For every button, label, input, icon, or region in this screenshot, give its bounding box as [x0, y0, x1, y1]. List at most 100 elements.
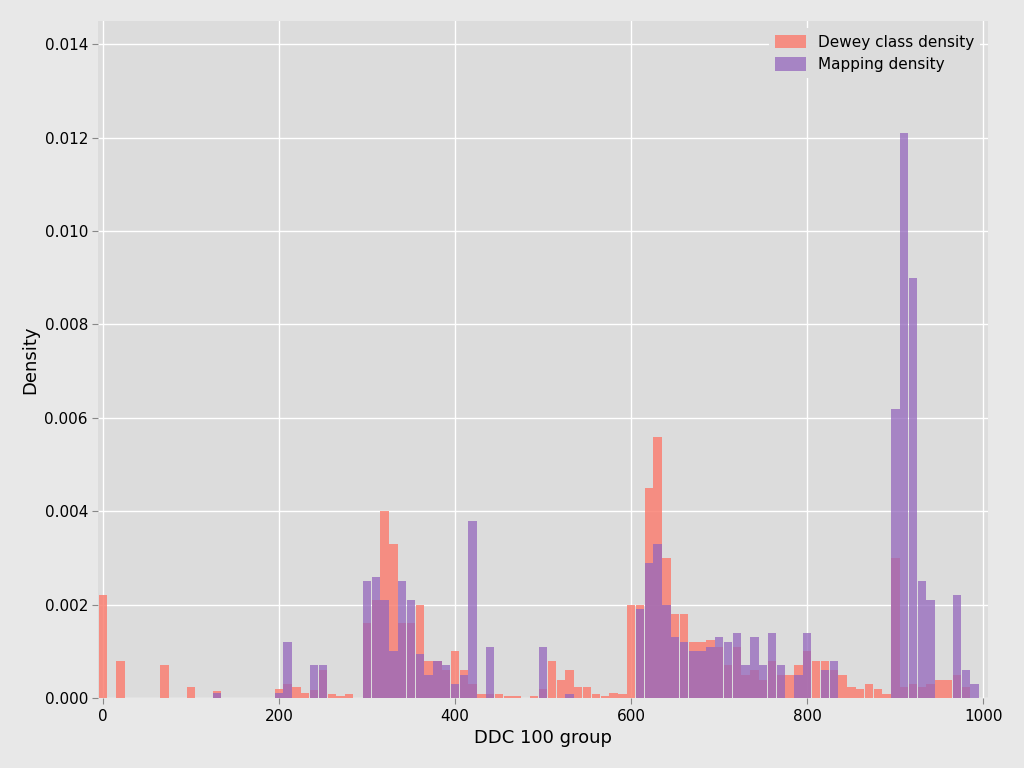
Bar	[803, 633, 811, 698]
Bar	[962, 687, 970, 698]
Bar	[539, 647, 547, 698]
Bar	[680, 642, 688, 698]
Bar	[512, 696, 521, 698]
Bar	[301, 693, 309, 698]
Bar	[908, 684, 918, 698]
Bar	[829, 660, 838, 698]
Bar	[451, 684, 459, 698]
Bar	[864, 684, 873, 698]
Bar	[785, 675, 794, 698]
Bar	[883, 694, 891, 698]
Bar	[741, 675, 750, 698]
Bar	[416, 654, 424, 698]
Bar	[274, 693, 283, 698]
Bar	[707, 647, 715, 698]
Bar	[751, 670, 759, 698]
Bar	[380, 511, 389, 698]
Bar	[908, 278, 918, 698]
Bar	[318, 670, 327, 698]
Bar	[116, 660, 125, 698]
Bar	[186, 687, 195, 698]
Bar	[442, 666, 451, 698]
Bar	[433, 660, 441, 698]
Bar	[724, 642, 732, 698]
Bar	[891, 409, 899, 698]
Bar	[751, 637, 759, 698]
Bar	[962, 670, 970, 698]
Bar	[451, 651, 459, 698]
Bar	[759, 680, 767, 698]
Bar	[398, 581, 407, 698]
Bar	[407, 600, 415, 698]
Bar	[839, 675, 847, 698]
Bar	[442, 670, 451, 698]
Bar	[495, 694, 503, 698]
Bar	[284, 642, 292, 698]
Bar	[284, 684, 292, 698]
Bar	[530, 696, 539, 698]
Bar	[644, 563, 653, 698]
Bar	[715, 647, 723, 698]
Bar	[953, 675, 962, 698]
Bar	[688, 642, 697, 698]
Bar	[900, 687, 908, 698]
Bar	[663, 558, 671, 698]
Bar	[592, 694, 600, 698]
Bar	[336, 696, 345, 698]
Bar	[873, 689, 882, 698]
Bar	[486, 647, 495, 698]
Bar	[310, 666, 318, 698]
Bar	[292, 687, 301, 698]
Bar	[433, 660, 441, 698]
Bar	[160, 666, 169, 698]
Bar	[653, 436, 662, 698]
Bar	[795, 675, 803, 698]
Bar	[829, 670, 838, 698]
Bar	[697, 651, 706, 698]
Bar	[644, 488, 653, 698]
Bar	[759, 666, 767, 698]
Bar	[935, 680, 943, 698]
Bar	[460, 675, 468, 698]
Bar	[618, 694, 627, 698]
Legend: Dewey class density, Mapping density: Dewey class density, Mapping density	[769, 28, 980, 78]
Bar	[663, 604, 671, 698]
Bar	[768, 633, 776, 698]
Bar	[318, 666, 327, 698]
Bar	[918, 687, 926, 698]
Bar	[98, 595, 106, 698]
Bar	[636, 610, 644, 698]
Bar	[891, 558, 899, 698]
Bar	[424, 675, 433, 698]
Bar	[213, 691, 221, 698]
Bar	[927, 600, 935, 698]
Bar	[556, 680, 565, 698]
Bar	[274, 689, 283, 698]
Bar	[688, 651, 697, 698]
Bar	[609, 693, 617, 698]
Bar	[918, 581, 926, 698]
Bar	[680, 614, 688, 698]
Bar	[565, 670, 573, 698]
Bar	[389, 651, 397, 698]
Bar	[398, 624, 407, 698]
Bar	[372, 600, 380, 698]
Bar	[653, 544, 662, 698]
Bar	[328, 694, 336, 698]
Bar	[213, 693, 221, 698]
Bar	[707, 640, 715, 698]
Bar	[768, 660, 776, 698]
Bar	[847, 687, 855, 698]
Bar	[724, 666, 732, 698]
Bar	[636, 604, 644, 698]
Bar	[971, 684, 979, 698]
Bar	[900, 133, 908, 698]
Bar	[565, 694, 573, 698]
Bar	[416, 604, 424, 698]
Bar	[953, 595, 962, 698]
Bar	[460, 670, 468, 698]
Bar	[583, 687, 591, 698]
Bar	[362, 624, 371, 698]
Bar	[715, 637, 723, 698]
Bar	[486, 694, 495, 698]
